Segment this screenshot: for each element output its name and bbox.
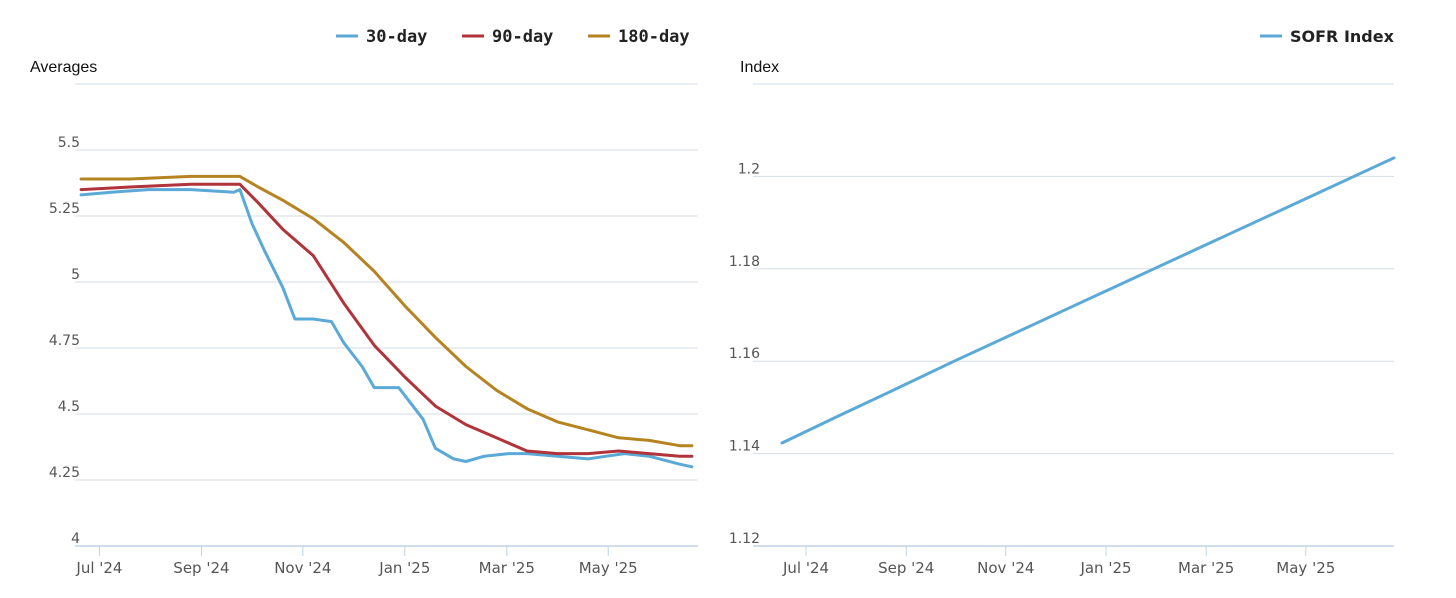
sofr-x-tick-label: Jan '25 [1079, 559, 1131, 577]
averages-y-axis-title: Averages [30, 59, 97, 76]
averages-y-tick-label: 4.25 [49, 465, 80, 481]
legend-item-180-day[interactable]: 180-day [588, 27, 690, 47]
legend-label-90-day: 90-day [492, 27, 553, 47]
series-line-180-day[interactable] [79, 174, 694, 448]
averages-x-tick-label: Nov '24 [274, 559, 331, 577]
sofr-y-tick-label: 1.12 [729, 531, 760, 547]
averages-legend[interactable]: 30-day 90-day 180-day [336, 27, 690, 47]
sofr-x-tick-label: Jul '24 [782, 559, 829, 577]
averages-x-tick-label: May '25 [579, 559, 638, 577]
sofr-y-tick-label: 1.2 [738, 161, 760, 177]
sofr-y-tick-label: 1.14 [729, 439, 760, 455]
legend-label-sofr-index: SOFR Index [1290, 27, 1395, 46]
sofr-x-tick-label: Mar '25 [1178, 559, 1234, 577]
sofr-legend[interactable]: SOFR Index [1260, 27, 1395, 46]
sofr-gridlines [753, 83, 1394, 547]
averages-series [79, 174, 694, 469]
legend-label-180-day: 180-day [618, 27, 690, 47]
series-line-90-day[interactable] [79, 182, 694, 458]
averages-x-ticks: Jul '24 Sep '24 Nov '24 Jan '25 Mar '25 May '… [75, 546, 638, 577]
sofr-y-axis-title: Index [740, 59, 779, 76]
averages-chart: 4 4.25 4.5 4.75 5 5.25 5.5 Jul '24 Sep '24 Nov '… [30, 27, 698, 577]
averages-x-tick-label: Sep '24 [173, 559, 229, 577]
sofr-y-tick-label: 1.18 [729, 254, 760, 270]
legend-label-30-day: 30-day [366, 27, 427, 47]
sofr-index-chart: 1.12 1.14 1.16 1.18 1.2 Jul '24 Sep '24 Nov '2… [729, 27, 1396, 577]
legend-item-sofr-index[interactable]: SOFR Index [1260, 27, 1395, 46]
averages-x-tick-label: Mar '25 [479, 559, 535, 577]
sofr-series [780, 156, 1396, 445]
averages-y-tick-label: 4.5 [58, 399, 80, 415]
averages-gridlines [75, 83, 698, 547]
sofr-x-tick-label: May '25 [1276, 559, 1335, 577]
averages-x-tick-label: Jul '24 [75, 559, 122, 577]
averages-y-ticks: 4 4.25 4.5 4.75 5 5.25 5.5 [49, 135, 80, 547]
sofr-x-tick-label: Sep '24 [878, 559, 934, 577]
series-line-sofr-index[interactable] [780, 156, 1396, 445]
averages-y-tick-label: 5.5 [58, 135, 80, 151]
averages-y-tick-label: 5 [71, 267, 80, 283]
legend-item-30-day[interactable]: 30-day [336, 27, 427, 47]
sofr-y-tick-label: 1.16 [729, 346, 760, 362]
legend-item-90-day[interactable]: 90-day [462, 27, 553, 47]
averages-y-tick-label: 4.75 [49, 333, 80, 349]
averages-y-tick-label: 5.25 [49, 201, 80, 217]
series-line-30-day[interactable] [79, 188, 694, 469]
sofr-x-tick-label: Nov '24 [977, 559, 1034, 577]
averages-x-tick-label: Jan '25 [378, 559, 430, 577]
averages-y-tick-label: 4 [71, 531, 80, 547]
sofr-x-ticks: Jul '24 Sep '24 Nov '24 Jan '25 Mar '25 May '… [782, 546, 1335, 577]
sofr-y-ticks: 1.12 1.14 1.16 1.18 1.2 [729, 161, 760, 547]
